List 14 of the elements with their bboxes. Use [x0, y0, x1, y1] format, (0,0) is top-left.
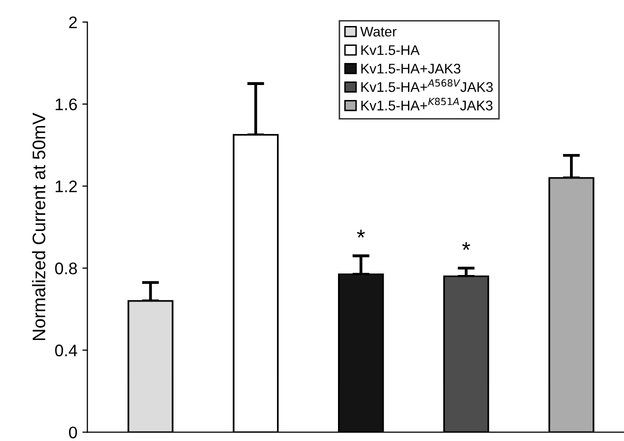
y-tick-label: 1.2: [56, 180, 77, 192]
data-label: *: [356, 230, 365, 238]
legend-label: Kv1.5-HA: [361, 45, 420, 56]
y-tick-label: 0: [69, 426, 77, 438]
legend-label: Kv1.5-HA+JAK3: [361, 64, 460, 74]
y-axis-title: Normalized Current at 50mV: [32, 112, 46, 340]
y-tick-label: 0.4: [55, 344, 78, 356]
y-tick-label: 2: [69, 16, 77, 28]
legend-label: Kv1.5-HA+$^{K851A}$JAK3: [361, 98, 492, 110]
legend-label: Kv1.5-HA+$^{A568V}$JAK3: [361, 79, 493, 92]
y-tick-label: 0.8: [55, 262, 77, 274]
legend-label: Water: [360, 26, 397, 37]
y-tick-label: 1.6: [56, 98, 77, 110]
data-label: *: [462, 242, 470, 250]
